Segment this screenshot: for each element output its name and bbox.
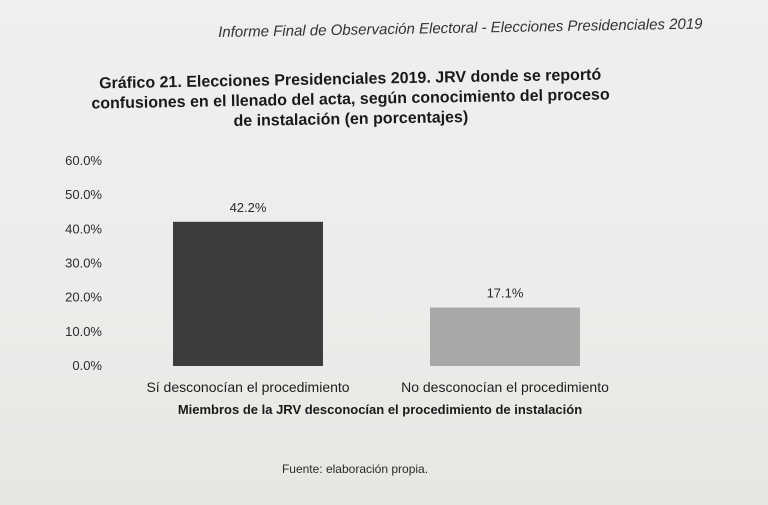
data-label: 17.1%	[487, 286, 524, 301]
bar	[173, 221, 323, 366]
y-tick-label: 0.0%	[72, 358, 102, 373]
y-tick-label: 40.0%	[65, 221, 102, 236]
y-tick-label: 20.0%	[65, 290, 102, 305]
y-tick-label: 50.0%	[65, 187, 102, 202]
category-label: No desconocían el procedimiento	[401, 379, 609, 395]
source-note: Fuente: elaboración propia.	[281, 462, 429, 476]
y-tick-label: 30.0%	[65, 256, 102, 271]
category-label: Sí desconocían el procedimiento	[146, 379, 349, 395]
data-label: 42.2%	[230, 200, 267, 215]
x-axis-label: Miembros de la JRV desconocían el proced…	[177, 402, 583, 417]
bar	[430, 307, 580, 366]
y-tick-label: 10.0%	[65, 324, 102, 339]
y-tick-label: 60.0%	[65, 153, 102, 168]
